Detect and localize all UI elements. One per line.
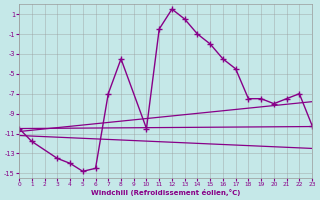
X-axis label: Windchill (Refroidissement éolien,°C): Windchill (Refroidissement éolien,°C) — [91, 189, 240, 196]
